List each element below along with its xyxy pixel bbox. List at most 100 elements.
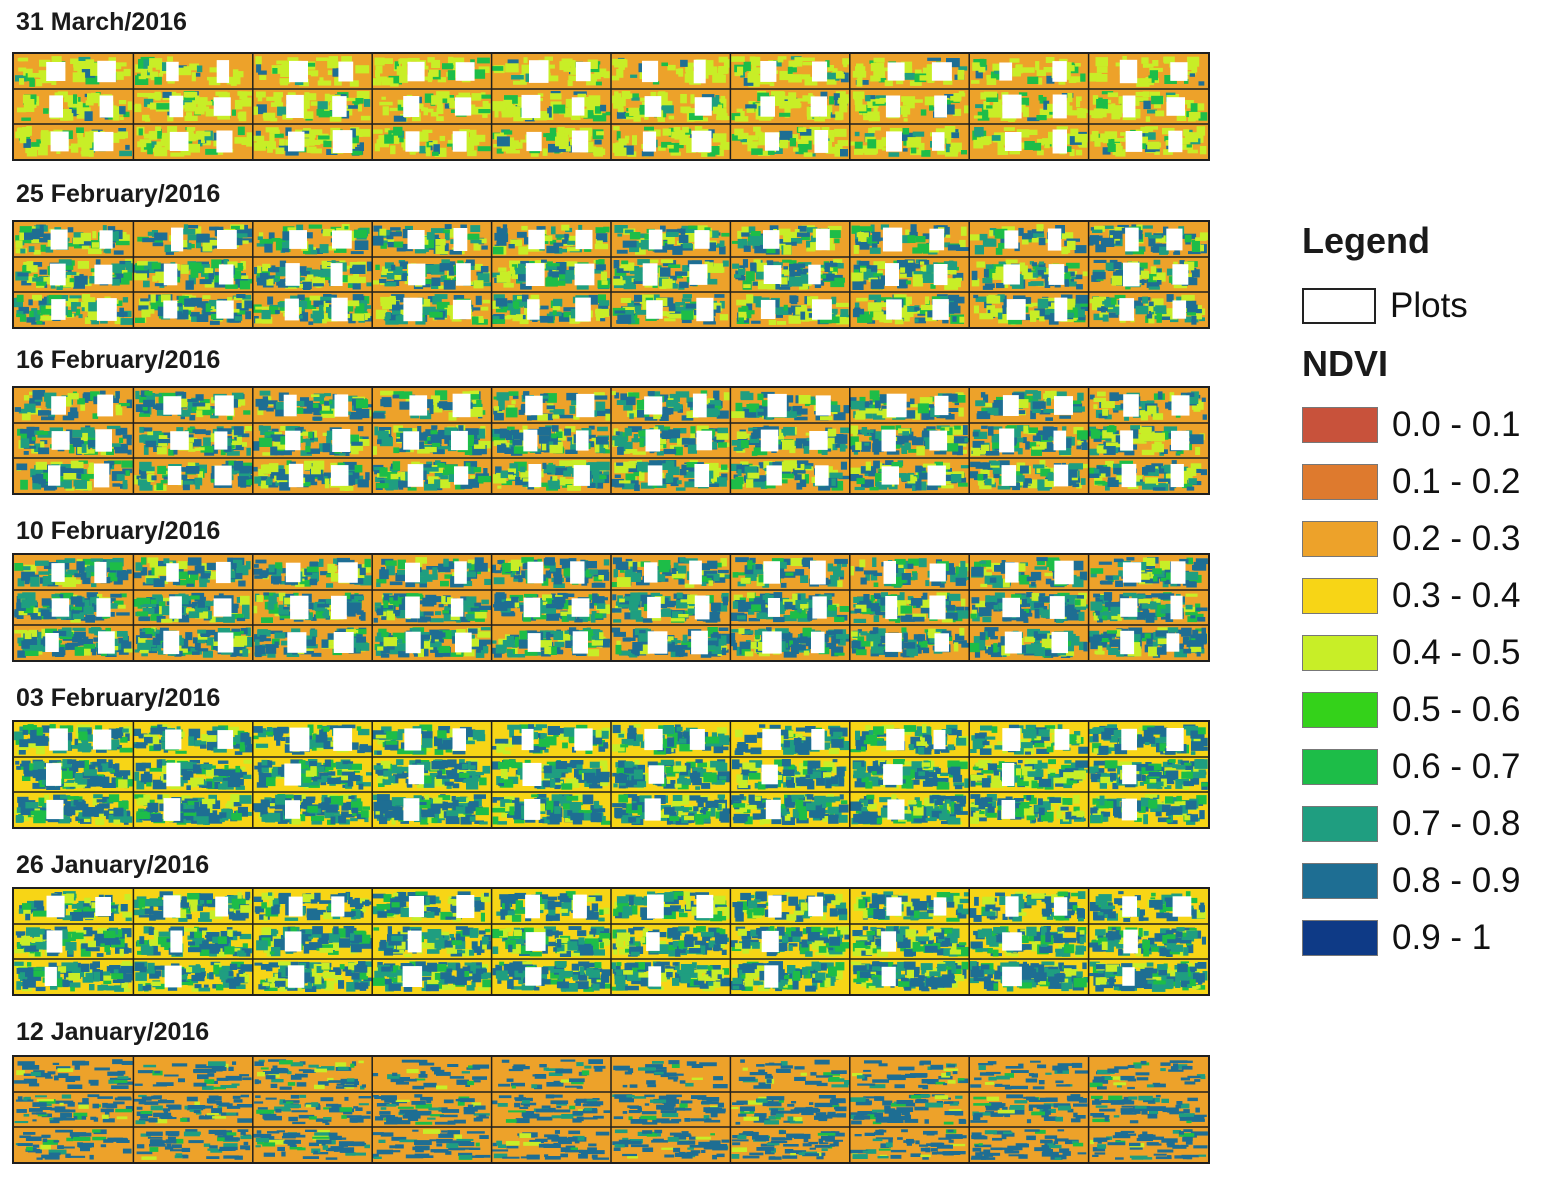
ndvi-pixel-patch <box>221 428 232 435</box>
ndvi-pixel-patch <box>471 106 485 115</box>
ndvi-pixel-patch <box>633 278 647 284</box>
ndvi-pixel-patch <box>720 95 726 104</box>
ndvi-pixel-patch <box>912 247 923 254</box>
ndvi-pixel-patch <box>317 101 328 110</box>
ndvi-pixel-patch <box>167 113 174 122</box>
ndvi-pixel-patch <box>210 414 219 419</box>
ndvi-pixel-patch <box>737 230 742 239</box>
ndvi-pixel-patch <box>620 310 634 315</box>
ndvi-pixel-patch <box>751 63 757 72</box>
ndvi-pixel-patch <box>154 76 162 85</box>
ndvi-pixel-patch <box>256 243 268 247</box>
ndvi-pixel-patch <box>549 239 557 245</box>
sampling-plot <box>1002 395 1019 416</box>
ndvi-pixel-patch <box>280 425 287 431</box>
ndvi-pixel-patch <box>69 107 79 117</box>
ndvi-pixel-patch <box>399 74 409 83</box>
ndvi-pixel-patch <box>258 232 264 241</box>
ndvi-pixel-patch <box>88 248 102 255</box>
ndvi-pixel-patch <box>679 137 694 145</box>
ndvi-pixel-patch <box>926 264 940 273</box>
ndvi-pixel-patch <box>1093 296 1107 301</box>
ndvi-pixel-patch <box>832 68 838 75</box>
ndvi-pixel-patch <box>375 309 387 320</box>
ndvi-pixel-patch <box>546 405 556 410</box>
ndvi-pixel-patch <box>544 56 553 61</box>
ndvi-pixel-patch <box>546 133 559 141</box>
ndvi-pixel-patch <box>389 231 402 237</box>
ndvi-pixel-patch <box>1035 61 1040 71</box>
ndvi-pixel-patch <box>469 129 477 139</box>
ndvi-pixel-patch <box>828 131 835 138</box>
ndvi-pixel-patch <box>620 297 632 303</box>
ndvi-pixel-patch <box>914 69 922 74</box>
ndvi-pixel-patch <box>873 273 883 277</box>
ndvi-pixel-patch <box>792 265 801 271</box>
ndvi-pixel-patch <box>177 67 192 76</box>
sampling-plot <box>528 229 545 250</box>
ndvi-pixel-patch <box>507 426 515 430</box>
ndvi-pixel-patch <box>517 263 526 272</box>
ndvi-pixel-patch <box>443 402 455 411</box>
ndvi-pixel-patch <box>746 302 753 312</box>
ndvi-pixel-patch <box>622 441 633 452</box>
ndvi-pixel-patch <box>732 263 740 269</box>
ndvi-pixel-patch <box>872 231 881 242</box>
ndvi-pixel-patch <box>80 427 95 437</box>
ndvi-pixel-patch <box>470 225 481 232</box>
ndvi-pixel-patch <box>418 131 429 140</box>
ndvi-pixel-patch <box>588 294 598 305</box>
ndvi-pixel-patch <box>737 238 748 249</box>
ndvi-pixel-patch <box>345 449 350 456</box>
ndvi-pixel-patch <box>147 141 157 149</box>
ndvi-pixel-patch <box>1036 149 1044 156</box>
ndvi-pixel-patch <box>92 413 99 419</box>
ndvi-pixel-patch <box>1021 265 1028 276</box>
ndvi-pixel-patch <box>271 65 285 74</box>
ndvi-pixel-patch <box>266 278 274 286</box>
ndvi-pixel-patch <box>794 416 808 421</box>
ndvi-pixel-patch <box>432 151 439 156</box>
ndvi-pixel-patch <box>1013 295 1026 300</box>
sampling-plot <box>694 97 712 116</box>
ndvi-pixel-patch <box>439 135 446 142</box>
ndvi-pixel-patch <box>894 318 904 325</box>
ndvi-pixel-patch <box>84 434 98 445</box>
ndvi-pixel-patch <box>982 285 994 290</box>
ndvi-pixel-patch <box>914 99 923 103</box>
ndvi-pixel-patch <box>979 233 988 241</box>
ndvi-pixel-patch <box>294 427 303 433</box>
ndvi-pixel-patch <box>753 144 758 149</box>
ndvi-pixel-patch <box>1185 132 1199 143</box>
ndvi-pixel-patch <box>326 402 338 407</box>
ndvi-pixel-patch <box>234 271 242 281</box>
ndvi-pixel-patch <box>138 76 146 80</box>
ndvi-pixel-patch <box>320 105 330 114</box>
ndvi-pixel-patch <box>237 310 246 315</box>
ndvi-pixel-patch <box>245 311 252 320</box>
ndvi-pixel-patch <box>830 114 836 118</box>
ndvi-pixel-patch <box>1094 225 1105 232</box>
ndvi-pixel-patch <box>350 441 364 451</box>
ndvi-pixel-patch <box>715 95 720 105</box>
ndvi-pixel-patch <box>975 400 986 407</box>
ndvi-pixel-patch <box>994 228 1008 239</box>
ndvi-pixel-patch <box>306 274 314 280</box>
ndvi-pixel-patch <box>700 390 708 396</box>
ndvi-pixel-patch <box>549 444 563 454</box>
ndvi-pixel-patch <box>1037 298 1049 309</box>
ndvi-pixel-patch <box>156 103 171 110</box>
ndvi-pixel-patch <box>633 112 641 122</box>
ndvi-pixel-patch <box>757 393 764 401</box>
ndvi-pixel-patch <box>43 277 52 282</box>
ndvi-pixel-patch <box>277 106 287 116</box>
ndvi-pixel-patch <box>917 403 929 414</box>
ndvi-pixel-patch <box>711 230 719 238</box>
ndvi-pixel-patch <box>754 67 766 74</box>
ndvi-pixel-patch <box>376 139 390 148</box>
ndvi-pixel-patch <box>669 393 680 402</box>
sampling-plot <box>885 263 899 286</box>
ndvi-pixel-patch <box>127 449 132 455</box>
sampling-plot <box>1172 300 1187 319</box>
ndvi-pixel-patch <box>644 115 649 120</box>
